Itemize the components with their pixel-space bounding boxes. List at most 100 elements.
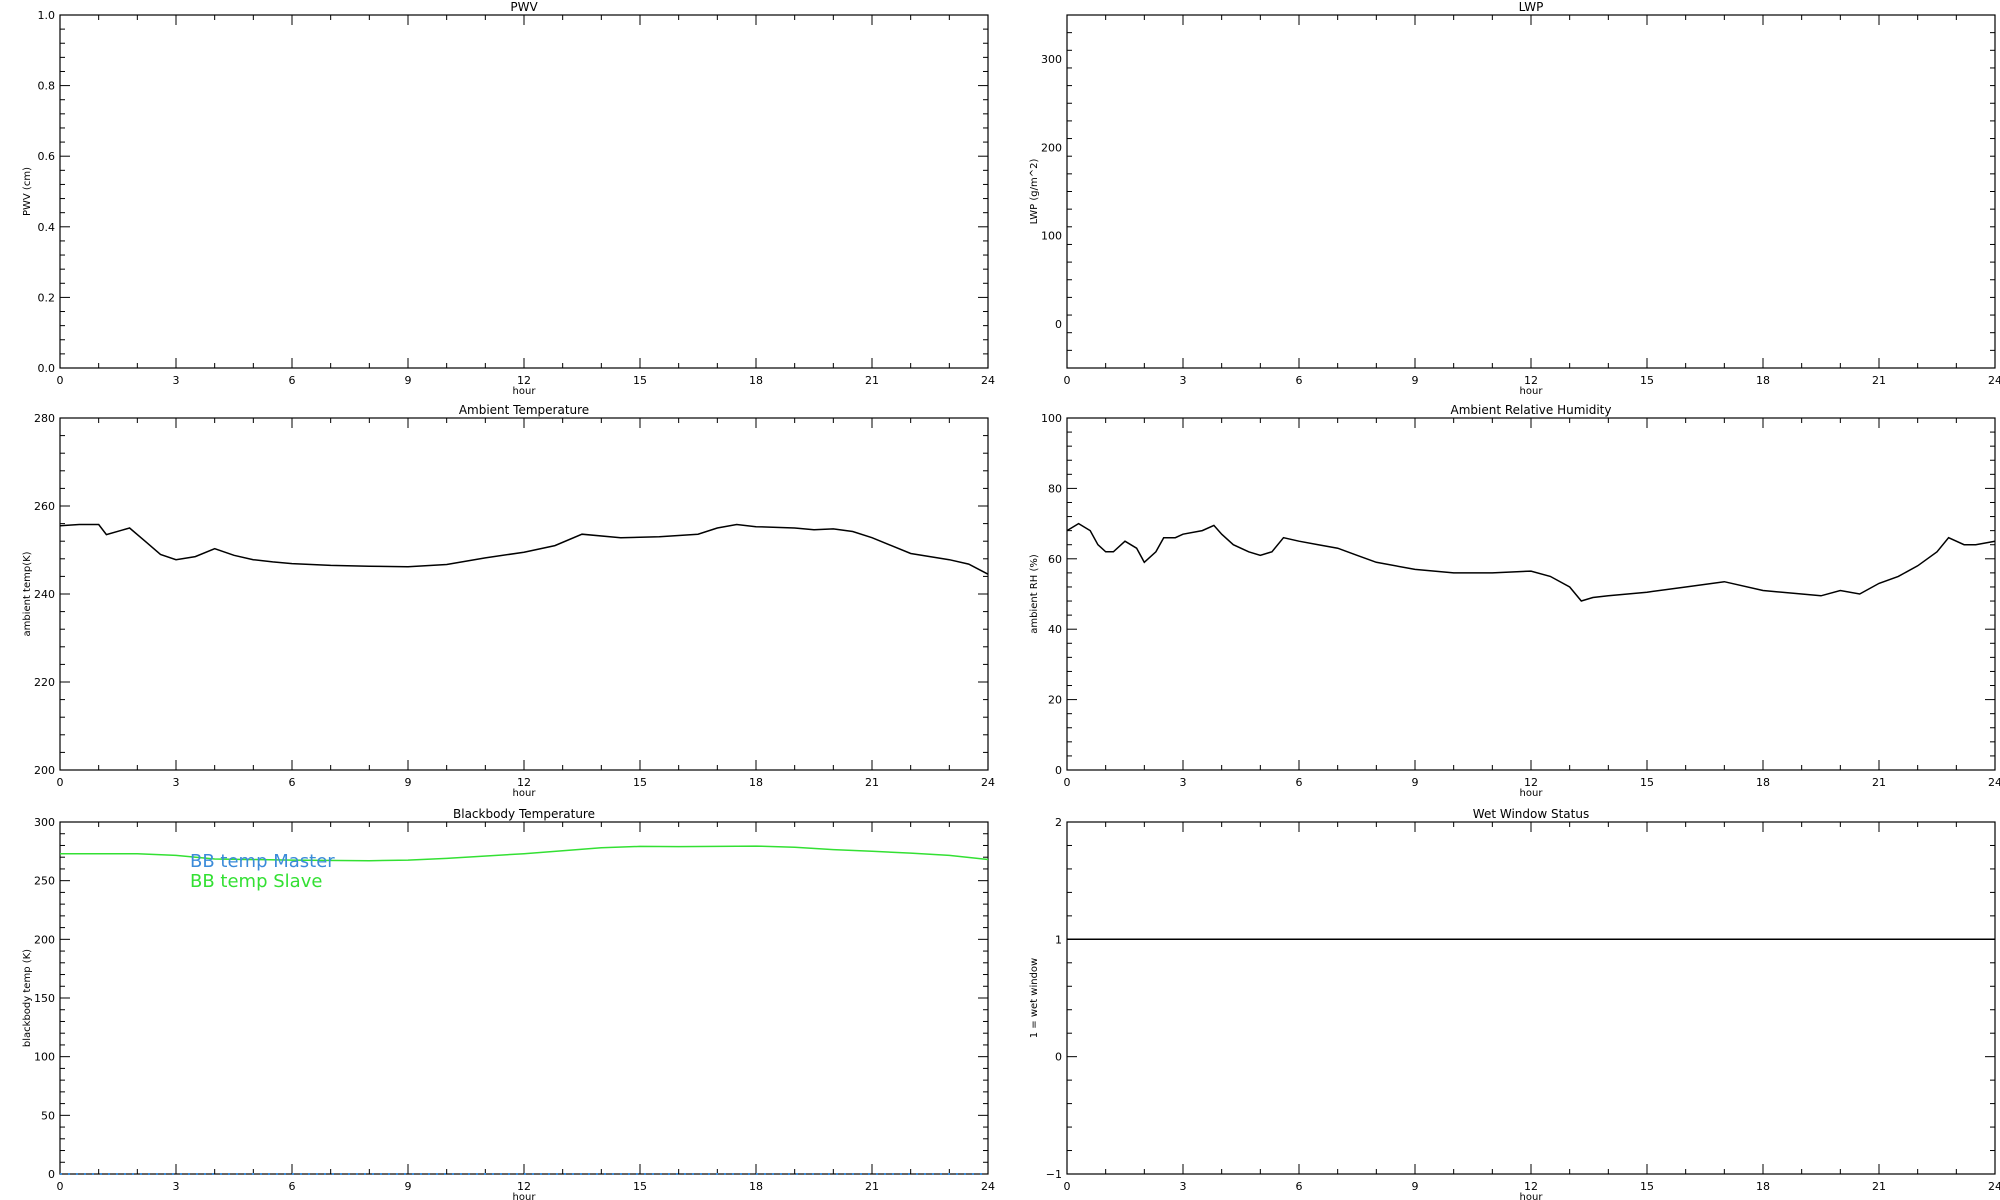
x-tick-label: 24 <box>1988 1180 2000 1193</box>
x-tick-label: 21 <box>865 1180 879 1193</box>
x-tick-label: 3 <box>173 776 180 789</box>
x-tick-label: 9 <box>405 1180 412 1193</box>
x-tick-label: 24 <box>981 374 995 387</box>
y-axis-label: LWP (g/m^2) <box>1029 159 1040 225</box>
y-tick-label: 1.0 <box>38 9 56 22</box>
y-tick-label: 0.6 <box>38 150 56 163</box>
y-tick-label: 20 <box>1048 694 1062 707</box>
x-tick-label: 0 <box>57 776 64 789</box>
chart-panel-5: 0 3 6 9 12 15 18 21 24 0 50 100 150 200 250 300 Blackbod… <box>22 807 995 1200</box>
x-tick-label: 3 <box>1180 1180 1187 1193</box>
x-tick-label: 21 <box>1872 374 1886 387</box>
x-tick-label: 24 <box>981 1180 995 1193</box>
y-tick-label: 0 <box>1055 764 1062 777</box>
x-tick-label: 3 <box>173 374 180 387</box>
y-tick-label: 0.2 <box>38 291 56 304</box>
chart-title: LWP <box>1519 0 1544 14</box>
legend-entry: BB temp Master <box>190 851 335 872</box>
x-tick-label: 3 <box>173 1180 180 1193</box>
chart-panel-4: 0 3 6 9 12 15 18 21 24 0 20 40 60 80 100 Ambient Relati… <box>1029 403 2000 799</box>
chart-title: PWV <box>510 0 538 14</box>
x-tick-label: 18 <box>1756 374 1770 387</box>
plot-frame <box>1066 14 1996 369</box>
x-tick-label: 24 <box>1988 776 2000 789</box>
y-tick-label: 200 <box>34 764 55 777</box>
x-axis-label: hour <box>513 788 537 799</box>
plot-frame <box>59 14 989 369</box>
chart-title: Wet Window Status <box>1473 807 1589 821</box>
chart-title: Ambient Temperature <box>459 403 589 417</box>
y-tick-label: 200 <box>34 933 55 946</box>
y-tick-label: 100 <box>1041 230 1062 243</box>
x-tick-label: 9 <box>1412 1180 1419 1193</box>
x-axis-label: hour <box>513 1192 537 1200</box>
x-tick-label: 18 <box>749 1180 763 1193</box>
x-tick-label: 12 <box>1524 1180 1538 1193</box>
y-axis-label: ambient temp(K) <box>22 551 33 636</box>
x-tick-label: 6 <box>289 1180 296 1193</box>
series-line-1 <box>59 523 989 575</box>
y-axis-label: 1 = wet window <box>1029 958 1040 1038</box>
x-axis-label: hour <box>513 386 537 397</box>
chart-panel-1: 0 3 6 9 12 15 18 21 24 0.0 0.2 0.4 0.6 0.8 1.0 PWV hour P… <box>22 0 995 397</box>
x-tick-label: 12 <box>517 374 531 387</box>
y-tick-label: 220 <box>34 676 55 689</box>
x-tick-label: 3 <box>1180 776 1187 789</box>
x-tick-label: 18 <box>749 374 763 387</box>
x-tick-label: 21 <box>865 374 879 387</box>
x-tick-label: 9 <box>405 374 412 387</box>
y-tick-label: 280 <box>34 412 55 425</box>
x-tick-label: 9 <box>1412 374 1419 387</box>
legend-entry: BB temp Slave <box>190 871 322 892</box>
y-axis-label: blackbody temp (K) <box>22 949 33 1047</box>
y-tick-label: 0 <box>1055 318 1062 331</box>
y-tick-label: 40 <box>1048 623 1062 636</box>
series-line-bb-temp-slave <box>60 845 989 862</box>
x-tick-label: 6 <box>289 374 296 387</box>
x-tick-label: 24 <box>981 776 995 789</box>
x-tick-label: 21 <box>1872 776 1886 789</box>
y-tick-label: 2 <box>1055 816 1062 829</box>
plot-frame <box>1066 821 1996 1175</box>
y-tick-label: 100 <box>1041 412 1062 425</box>
y-tick-label: 1 <box>1055 933 1062 946</box>
x-tick-label: 12 <box>1524 374 1538 387</box>
x-tick-label: 0 <box>1064 1180 1071 1193</box>
y-tick-label: 0 <box>48 1168 55 1181</box>
y-tick-label: 260 <box>34 500 55 513</box>
series-line-1 <box>1066 522 1996 602</box>
x-tick-label: 15 <box>633 1180 647 1193</box>
x-tick-label: 12 <box>517 1180 531 1193</box>
y-tick-label: 300 <box>1041 53 1062 66</box>
x-axis-label: hour <box>1520 1192 1544 1200</box>
y-tick-label: 240 <box>34 588 55 601</box>
x-tick-label: 15 <box>633 374 647 387</box>
x-tick-label: 15 <box>1640 374 1654 387</box>
x-tick-label: 21 <box>865 776 879 789</box>
chart-title: Blackbody Temperature <box>453 807 595 821</box>
x-tick-label: 0 <box>57 1180 64 1193</box>
x-tick-label: 6 <box>1296 374 1303 387</box>
chart-title: Ambient Relative Humidity <box>1451 403 1612 417</box>
x-axis-label: hour <box>1520 788 1544 799</box>
x-tick-label: 18 <box>1756 776 1770 789</box>
y-tick-label: 50 <box>41 1109 55 1122</box>
y-tick-label: 80 <box>1048 482 1062 495</box>
x-tick-label: 9 <box>405 776 412 789</box>
y-tick-label: 0.4 <box>38 221 56 234</box>
y-tick-label: 150 <box>34 992 55 1005</box>
x-tick-label: 15 <box>1640 1180 1654 1193</box>
y-axis-label: PWV (cm) <box>22 167 33 216</box>
y-tick-label: 250 <box>34 875 55 888</box>
y-tick-label: 0.0 <box>38 362 56 375</box>
y-tick-label: −1 <box>1046 1168 1062 1181</box>
x-tick-label: 24 <box>1988 374 2000 387</box>
x-tick-label: 21 <box>1872 1180 1886 1193</box>
x-tick-label: 0 <box>57 374 64 387</box>
x-tick-label: 15 <box>1640 776 1654 789</box>
x-tick-label: 9 <box>1412 776 1419 789</box>
y-tick-label: 0 <box>1055 1051 1062 1064</box>
x-tick-label: 18 <box>1756 1180 1770 1193</box>
y-tick-label: 60 <box>1048 553 1062 566</box>
